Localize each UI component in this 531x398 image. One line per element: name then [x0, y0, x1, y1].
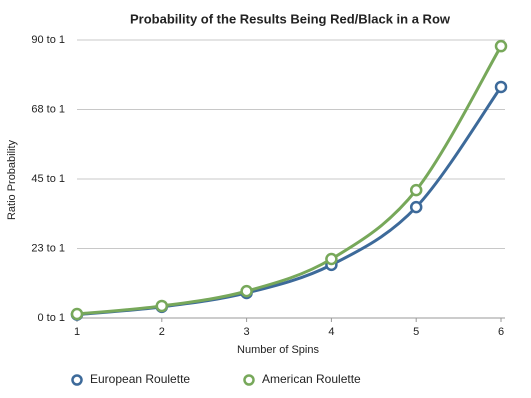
marker	[409, 200, 423, 214]
legend-label: American Roulette	[262, 372, 361, 386]
marker	[70, 307, 84, 321]
y-tick-label: 23 to 1	[31, 242, 65, 254]
chart-title: Probability of the Results Being Red/Bla…	[130, 11, 451, 26]
y-tick-label: 68 to 1	[31, 103, 65, 115]
marker	[155, 299, 169, 313]
legend-label: European Roulette	[90, 372, 190, 386]
legend-marker	[243, 374, 255, 386]
marker	[494, 39, 508, 53]
x-tick-label: 5	[413, 326, 419, 338]
x-tick-label: 4	[328, 326, 334, 338]
x-tick-label: 3	[244, 326, 250, 338]
marker	[494, 80, 508, 94]
marker	[409, 183, 423, 197]
x-axis-title: Number of Spins	[237, 344, 319, 356]
series-line	[76, 86, 503, 317]
y-tick-label: 90 to 1	[31, 34, 65, 46]
marker	[325, 252, 338, 266]
marker	[240, 284, 253, 298]
x-tick-label: 6	[498, 326, 504, 338]
legend-marker	[71, 374, 83, 386]
x-tick-label: 1	[74, 326, 80, 338]
y-tick-label: 45 to 1	[31, 173, 65, 185]
y-tick-label: 0 to 1	[37, 312, 65, 324]
x-tick-label: 2	[159, 326, 165, 338]
y-axis-title: Ratio Probability	[6, 139, 18, 220]
